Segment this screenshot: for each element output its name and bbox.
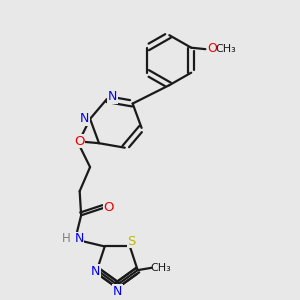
Text: O: O — [74, 135, 84, 148]
Text: N: N — [74, 232, 84, 245]
Text: N: N — [80, 112, 89, 125]
Text: S: S — [127, 235, 136, 248]
Text: H: H — [62, 232, 71, 245]
Text: N: N — [91, 265, 100, 278]
Text: N: N — [107, 90, 117, 103]
Text: O: O — [103, 201, 114, 214]
Text: CH₃: CH₃ — [215, 44, 236, 54]
Text: CH₃: CH₃ — [150, 263, 171, 273]
Text: O: O — [208, 42, 218, 55]
Text: N: N — [112, 285, 122, 298]
